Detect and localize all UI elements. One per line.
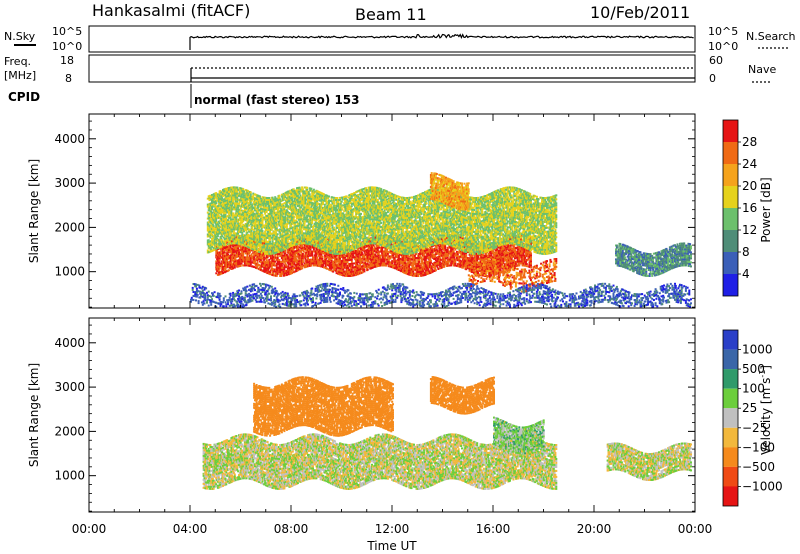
- heatmap-cell: [277, 273, 279, 275]
- nsky-tick-top: 10^5: [52, 25, 82, 38]
- heatmap-cell: [248, 253, 250, 255]
- heatmap-cell: [280, 275, 282, 277]
- heatmap-cell: [277, 257, 279, 259]
- heatmap-cell: [242, 253, 244, 255]
- heatmap-cell: [273, 262, 275, 264]
- heatmap-cell: [273, 272, 275, 274]
- heatmap-cell: [251, 256, 253, 258]
- heatmap-cell: [284, 262, 286, 264]
- heatmap-cell: [217, 258, 219, 260]
- heatmap-cell: [246, 249, 248, 251]
- freq-strip: Freq. [MHz] 18 8 60 0 Nave: [4, 54, 776, 85]
- radar-plot-page: Hankasalmi (fitACF) Beam 11 10/Feb/2011 …: [0, 0, 800, 554]
- heatmap-cell: [310, 249, 312, 251]
- nsky-label: N.Sky: [4, 30, 36, 43]
- heatmap-cell: [315, 255, 317, 257]
- heatmap-cell: [219, 259, 221, 261]
- station-title: Hankasalmi (fitACF): [92, 1, 250, 20]
- power-data-layer: [190, 172, 692, 308]
- nsearch-tick-top: 10^5: [708, 25, 738, 38]
- heatmap-cell: [240, 265, 242, 267]
- date-title: 10/Feb/2011: [590, 3, 690, 22]
- heatmap-cell: [281, 265, 283, 267]
- heatmap-cell: [241, 263, 243, 265]
- nave-label: Nave: [748, 63, 776, 76]
- heatmap-cell: [228, 245, 230, 247]
- heatmap-cell: [219, 267, 221, 269]
- heatmap-cell: [311, 255, 313, 257]
- heatmap-cell: [281, 253, 283, 255]
- cpid-mode: normal (fast stereo) 153: [194, 93, 360, 107]
- heatmap-cell: [310, 265, 312, 267]
- heatmap-cell: [276, 275, 278, 277]
- freq-unit: [MHz]: [4, 69, 36, 82]
- heatmap-cell: [249, 251, 251, 253]
- freq-label: Freq.: [4, 55, 31, 68]
- nsky-trace: [190, 35, 694, 51]
- freq-tick-bottom: 8: [65, 72, 72, 85]
- heatmap-cell: [257, 261, 259, 263]
- heatmap-cell: [302, 259, 304, 261]
- nsearch-label: N.Search: [746, 30, 796, 43]
- radar-figure: Hankasalmi (fitACF) Beam 11 10/Feb/2011 …: [0, 0, 800, 554]
- heatmap-cell: [307, 257, 309, 259]
- nsky-tick-bottom: 10^0: [52, 40, 82, 53]
- heatmap-cell: [228, 269, 230, 271]
- heatmap-cell: [278, 259, 280, 261]
- cpid-label: CPID: [8, 90, 40, 104]
- nave-tick-top: 60: [709, 54, 723, 67]
- heatmap-cell: [276, 265, 278, 267]
- heatmap-cell: [242, 255, 244, 257]
- heatmap-cell: [301, 267, 303, 269]
- beam-title: Beam 11: [355, 5, 427, 24]
- heatmap-cell: [311, 253, 313, 255]
- nsearch-tick-bottom: 10^0: [708, 40, 738, 53]
- heatmap-cell: [217, 266, 219, 268]
- heatmap-cell: [249, 265, 251, 267]
- heatmap-cell: [313, 248, 315, 250]
- heatmap-cell: [274, 255, 276, 257]
- heatmap-cell: [234, 267, 236, 269]
- freq-tick-top: 18: [60, 54, 74, 67]
- nave-tick-bottom: 0: [709, 72, 716, 85]
- heatmap-cell: [246, 255, 248, 257]
- heatmap-cell: [277, 255, 279, 257]
- nsky-strip: N.Sky 10^5 10^0 10^5 10^0 N.Search: [4, 25, 796, 53]
